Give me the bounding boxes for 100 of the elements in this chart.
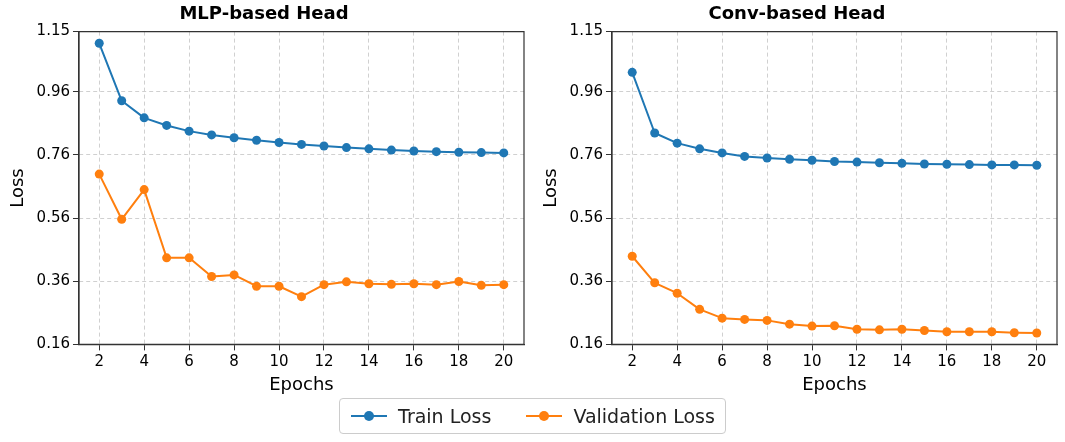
point — [386, 145, 396, 155]
y-tick-label: 1.15 — [36, 21, 70, 40]
point — [919, 326, 929, 335]
x-tick-label: 12 — [847, 352, 867, 371]
point — [117, 96, 127, 106]
point — [229, 270, 239, 280]
x-tick-label: 10 — [269, 352, 289, 371]
x-tick-label: 14 — [359, 352, 379, 371]
point — [431, 147, 441, 157]
y-tick-label: 1.15 — [569, 21, 603, 40]
point — [964, 327, 974, 337]
point — [830, 156, 839, 166]
point — [897, 158, 907, 168]
point — [695, 304, 705, 314]
point — [341, 277, 351, 287]
point — [297, 292, 306, 302]
y-tick-label: 0.16 — [36, 334, 70, 353]
point — [364, 279, 374, 289]
y-tick-label: 0.16 — [569, 334, 603, 353]
point — [409, 146, 419, 156]
point — [650, 278, 660, 288]
point — [807, 155, 817, 165]
point — [717, 148, 727, 158]
point — [762, 315, 772, 325]
point — [785, 319, 795, 329]
y-tick-label: 0.76 — [569, 144, 603, 163]
point — [987, 327, 997, 337]
x-tick-label: 12 — [314, 352, 334, 371]
point — [852, 324, 862, 334]
point — [785, 154, 795, 164]
point — [252, 281, 262, 291]
point — [341, 143, 351, 153]
x-tick-label: 18 — [982, 352, 1002, 371]
y-tick-label: 0.56 — [569, 207, 603, 226]
x-tick-label: 20 — [494, 352, 514, 371]
x-tick-label: 16 — [404, 352, 424, 371]
point — [184, 126, 194, 136]
x-axis-title: Epochs — [269, 372, 334, 394]
point — [207, 130, 217, 140]
point — [117, 214, 127, 224]
point — [499, 280, 509, 290]
y-tick-label: 0.96 — [36, 81, 70, 100]
point — [919, 159, 929, 169]
point — [762, 153, 772, 163]
point — [807, 321, 817, 331]
point — [454, 147, 464, 157]
x-tick-label: 4 — [672, 352, 682, 371]
point — [409, 279, 419, 289]
x-tick-label: 8 — [762, 352, 772, 371]
x-tick-label: 20 — [1027, 352, 1047, 371]
point — [229, 133, 239, 143]
point — [476, 148, 486, 158]
point — [650, 128, 660, 138]
y-tick-label: 0.56 — [36, 207, 70, 226]
point — [695, 144, 705, 154]
point — [1032, 328, 1042, 338]
point — [874, 158, 884, 168]
point — [139, 113, 149, 123]
point — [274, 281, 284, 291]
x-tick-label: 14 — [892, 352, 912, 371]
y-tick-label: 0.36 — [569, 271, 603, 290]
point — [1032, 160, 1042, 170]
x-tick-label: 2 — [94, 352, 104, 371]
point — [627, 67, 637, 77]
point — [386, 279, 396, 289]
point — [964, 160, 974, 170]
point — [454, 277, 464, 287]
point — [139, 185, 149, 195]
point — [1009, 160, 1019, 170]
y-tick-label: 0.76 — [36, 144, 70, 163]
point — [364, 144, 374, 154]
point — [942, 159, 952, 169]
point — [207, 271, 217, 281]
point — [740, 151, 750, 161]
point — [476, 280, 486, 290]
point — [319, 280, 329, 290]
legend-label: Validation Loss — [573, 405, 715, 427]
point — [672, 288, 682, 298]
legend-label: Train Loss — [398, 405, 492, 427]
point — [274, 138, 284, 147]
x-tick-label: 10 — [802, 352, 822, 371]
point — [499, 148, 509, 158]
point — [830, 321, 839, 331]
x-tick-label: 6 — [717, 352, 727, 371]
point — [162, 120, 172, 130]
x-tick-label: 18 — [449, 352, 469, 371]
point — [627, 251, 637, 261]
x-axis-title: Epochs — [802, 372, 867, 394]
x-tick-label: 16 — [937, 352, 957, 371]
point — [297, 139, 306, 149]
chart-title: Conv-based Head — [708, 2, 886, 24]
point — [1009, 328, 1019, 338]
x-tick-label: 4 — [139, 352, 149, 371]
point — [94, 38, 104, 48]
y-tick-label: 0.36 — [36, 271, 70, 290]
x-tick-label: 2 — [627, 352, 637, 371]
point — [740, 314, 750, 324]
x-tick-label: 6 — [184, 352, 194, 371]
y-axis-title: Loss — [539, 168, 561, 208]
y-axis-title: Loss — [6, 168, 28, 208]
